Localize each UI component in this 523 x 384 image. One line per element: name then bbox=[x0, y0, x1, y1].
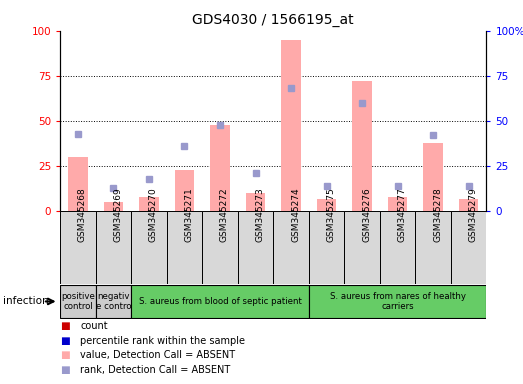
Bar bbox=[423, 142, 443, 211]
Bar bbox=[281, 40, 301, 211]
Bar bbox=[139, 197, 158, 211]
FancyBboxPatch shape bbox=[273, 211, 309, 284]
Text: ■: ■ bbox=[60, 336, 70, 346]
Text: ■: ■ bbox=[60, 365, 70, 375]
Title: GDS4030 / 1566195_at: GDS4030 / 1566195_at bbox=[192, 13, 354, 27]
Text: S. aureus from nares of healthy
carriers: S. aureus from nares of healthy carriers bbox=[329, 292, 465, 311]
Text: GSM345279: GSM345279 bbox=[469, 187, 477, 242]
FancyBboxPatch shape bbox=[451, 211, 486, 284]
Text: GSM345268: GSM345268 bbox=[78, 187, 87, 242]
FancyBboxPatch shape bbox=[344, 211, 380, 284]
Text: ■: ■ bbox=[60, 321, 70, 331]
FancyBboxPatch shape bbox=[96, 211, 131, 284]
Text: GSM345278: GSM345278 bbox=[433, 187, 442, 242]
Text: infection: infection bbox=[3, 296, 48, 306]
Bar bbox=[246, 193, 265, 211]
Text: GSM345274: GSM345274 bbox=[291, 187, 300, 242]
Bar bbox=[175, 170, 194, 211]
Bar bbox=[104, 202, 123, 211]
Text: GSM345275: GSM345275 bbox=[326, 187, 336, 242]
Text: positive
control: positive control bbox=[61, 292, 95, 311]
FancyBboxPatch shape bbox=[131, 211, 167, 284]
Bar bbox=[459, 199, 479, 211]
FancyBboxPatch shape bbox=[167, 211, 202, 284]
Bar bbox=[388, 197, 407, 211]
Text: S. aureus from blood of septic patient: S. aureus from blood of septic patient bbox=[139, 297, 301, 306]
Text: GSM345271: GSM345271 bbox=[185, 187, 194, 242]
Text: percentile rank within the sample: percentile rank within the sample bbox=[80, 336, 245, 346]
FancyBboxPatch shape bbox=[131, 285, 309, 318]
FancyBboxPatch shape bbox=[309, 211, 344, 284]
Bar bbox=[353, 81, 372, 211]
Text: negativ
e contro: negativ e contro bbox=[96, 292, 131, 311]
Text: GSM345270: GSM345270 bbox=[149, 187, 158, 242]
FancyBboxPatch shape bbox=[415, 211, 451, 284]
Bar bbox=[317, 199, 336, 211]
Bar bbox=[210, 124, 230, 211]
Text: GSM345269: GSM345269 bbox=[113, 187, 122, 242]
FancyBboxPatch shape bbox=[202, 211, 238, 284]
Text: rank, Detection Call = ABSENT: rank, Detection Call = ABSENT bbox=[80, 365, 230, 375]
FancyBboxPatch shape bbox=[60, 211, 96, 284]
Text: ■: ■ bbox=[60, 351, 70, 361]
FancyBboxPatch shape bbox=[309, 285, 486, 318]
Text: GSM345272: GSM345272 bbox=[220, 187, 229, 242]
Text: count: count bbox=[80, 321, 108, 331]
FancyBboxPatch shape bbox=[96, 285, 131, 318]
FancyBboxPatch shape bbox=[238, 211, 273, 284]
Text: value, Detection Call = ABSENT: value, Detection Call = ABSENT bbox=[80, 351, 235, 361]
FancyBboxPatch shape bbox=[60, 285, 96, 318]
Text: GSM345276: GSM345276 bbox=[362, 187, 371, 242]
Bar bbox=[68, 157, 88, 211]
FancyBboxPatch shape bbox=[380, 211, 415, 284]
Text: GSM345273: GSM345273 bbox=[256, 187, 265, 242]
Text: GSM345277: GSM345277 bbox=[397, 187, 406, 242]
